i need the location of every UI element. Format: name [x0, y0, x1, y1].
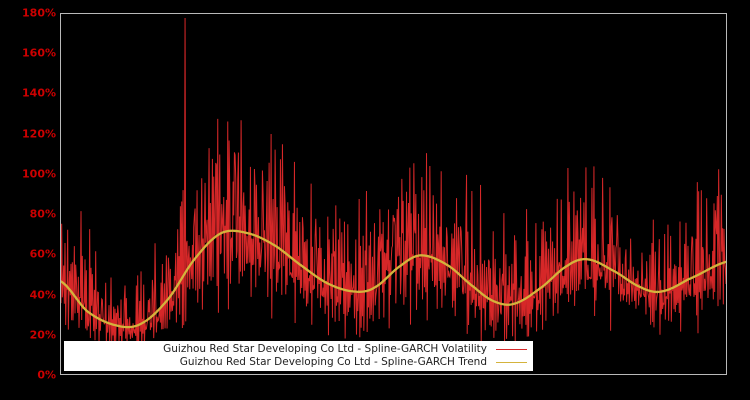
y-axis-tick-label: 0%	[37, 368, 56, 382]
legend-label-volatility: Guizhou Red Star Developing Co Ltd - Spl…	[163, 343, 487, 355]
y-axis-tick-label: 20%	[29, 328, 56, 342]
y-axis-tick-label: 140%	[22, 86, 56, 100]
series-path-trend	[61, 229, 726, 329]
y-axis-tick-label: 60%	[29, 247, 56, 261]
y-axis-tick-label: 80%	[29, 207, 56, 221]
legend-label-trend: Guizhou Red Star Developing Co Ltd - Spl…	[179, 356, 487, 368]
y-axis-tick-label: 120%	[22, 127, 56, 141]
legend-swatch-volatility	[496, 349, 527, 350]
legend-item-volatility: Guizhou Red Star Developing Co Ltd - Spl…	[64, 343, 529, 356]
series-path-volatility	[61, 18, 726, 354]
y-axis-tick-label: 160%	[22, 46, 56, 60]
y-axis-tick-label: 100%	[22, 167, 56, 181]
series-canvas	[61, 18, 726, 354]
y-axis-tick-labels: 0% 20% 40% 60% 80% 100% 120% 140% 160% 180%	[0, 0, 56, 400]
chart-legend: Guizhou Red Star Developing Co Ltd - Spl…	[64, 341, 533, 371]
legend-item-trend: Guizhou Red Star Developing Co Ltd - Spl…	[64, 356, 529, 369]
legend-swatch-trend	[496, 362, 527, 363]
y-axis-tick-label: 40%	[29, 288, 56, 302]
plot-area	[60, 13, 727, 375]
y-axis-tick-label: 180%	[22, 6, 56, 20]
